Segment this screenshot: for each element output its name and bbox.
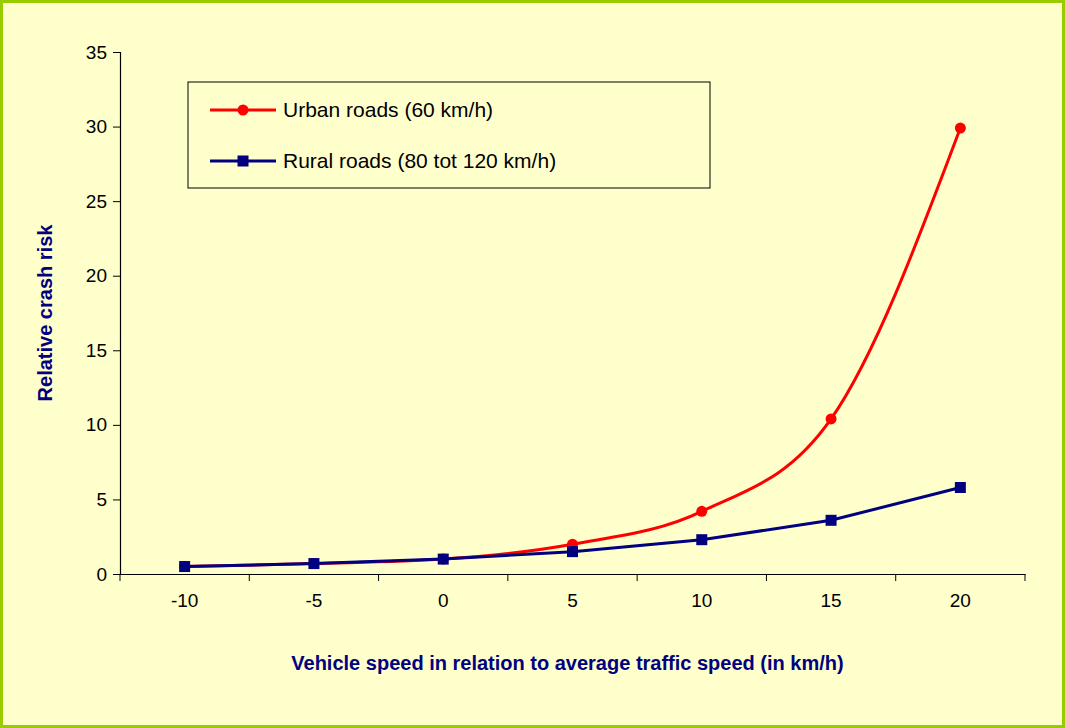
y-tick: 30 (86, 116, 120, 137)
series-marker (955, 482, 966, 493)
series-marker (179, 561, 190, 572)
series-marker (696, 506, 707, 517)
series-marker (955, 123, 966, 134)
y-tick-mark (113, 350, 120, 351)
series-marker (308, 558, 319, 569)
x-tick-label: 15 (821, 590, 842, 611)
x-tick-label: 0 (438, 590, 449, 611)
y-axis-line (113, 53, 121, 575)
y-tick-label: 35 (86, 42, 107, 63)
series-marker (567, 546, 578, 557)
series-line (185, 128, 961, 566)
x-tick-label: -10 (171, 590, 198, 611)
y-axis-title: Relative crash risk (34, 224, 56, 402)
x-dividers (120, 574, 1025, 581)
x-tick: 15 (821, 574, 842, 611)
series-marker (826, 413, 837, 424)
x-tick: -10 (171, 574, 198, 611)
series-line (185, 487, 961, 566)
x-tick: 20 (950, 574, 971, 611)
y-tick: 25 (86, 191, 120, 212)
series-marker (826, 515, 837, 526)
legend: Urban roads (60 km/h) Rural roads (80 tot… (188, 82, 710, 188)
x-tick: 5 (567, 574, 578, 611)
x-axis: -10 -5 0 5 10 15 20 (121, 574, 1026, 611)
y-tick-mark (113, 574, 120, 575)
legend-marker (238, 156, 249, 167)
y-tick: 5 (96, 489, 120, 510)
series-marker (696, 534, 707, 545)
y-tick: 10 (86, 414, 120, 435)
x-tick-label: 20 (950, 590, 971, 611)
y-tick: 0 (96, 564, 120, 585)
x-divider (507, 574, 508, 581)
legend-marker (238, 105, 249, 116)
x-tick: 0 (438, 574, 449, 611)
x-tick: 10 (691, 574, 712, 611)
x-tick-label: 10 (691, 590, 712, 611)
y-tick-label: 30 (86, 116, 107, 137)
legend-label: Urban roads (60 km/h) (283, 98, 493, 121)
y-tick-label: 15 (86, 340, 107, 361)
x-axis-title: Vehicle speed in relation to average tra… (291, 652, 843, 674)
series-marker (438, 554, 449, 565)
series-marker (179, 561, 190, 572)
y-tick-label: 25 (86, 191, 107, 212)
chart-background (2, 2, 1064, 727)
x-divider (637, 574, 638, 581)
x-divider (1025, 574, 1026, 581)
y-tick: 35 (86, 42, 120, 63)
y-tick-mark (113, 201, 120, 202)
plot-marks (179, 123, 966, 572)
y-tick-mark (113, 499, 120, 500)
y-tick: 15 (86, 340, 120, 361)
x-tick-label: 5 (567, 590, 578, 611)
y-axis: 0 5 10 15 20 25 30 35 (86, 42, 121, 585)
y-tick-mark (113, 276, 120, 277)
series-marker (438, 554, 449, 565)
y-tick-mark (113, 52, 120, 53)
x-divider (378, 574, 379, 581)
x-divider (249, 574, 250, 581)
plot-area (120, 52, 1025, 574)
y-tick-label: 5 (96, 489, 107, 510)
y-tick: 20 (86, 265, 120, 286)
x-axis-line (121, 574, 1026, 575)
series-marker (308, 558, 319, 569)
legend-box (188, 82, 710, 188)
chart: 0 5 10 15 20 25 30 35 -10 -5 0 5 10 15 20 Urban roads (… (0, 0, 1065, 728)
y-tick-mark (113, 425, 120, 426)
x-divider (766, 574, 767, 581)
x-tick-label: -5 (305, 590, 322, 611)
y-tick-label: 0 (96, 564, 107, 585)
x-divider (120, 574, 121, 581)
y-tick-label: 10 (86, 414, 107, 435)
x-divider (895, 574, 896, 581)
legend-label: Rural roads (80 tot 120 km/h) (283, 149, 556, 172)
y-tick-label: 20 (86, 265, 107, 286)
x-tick: -5 (305, 574, 322, 611)
y-tick-mark (113, 127, 120, 128)
